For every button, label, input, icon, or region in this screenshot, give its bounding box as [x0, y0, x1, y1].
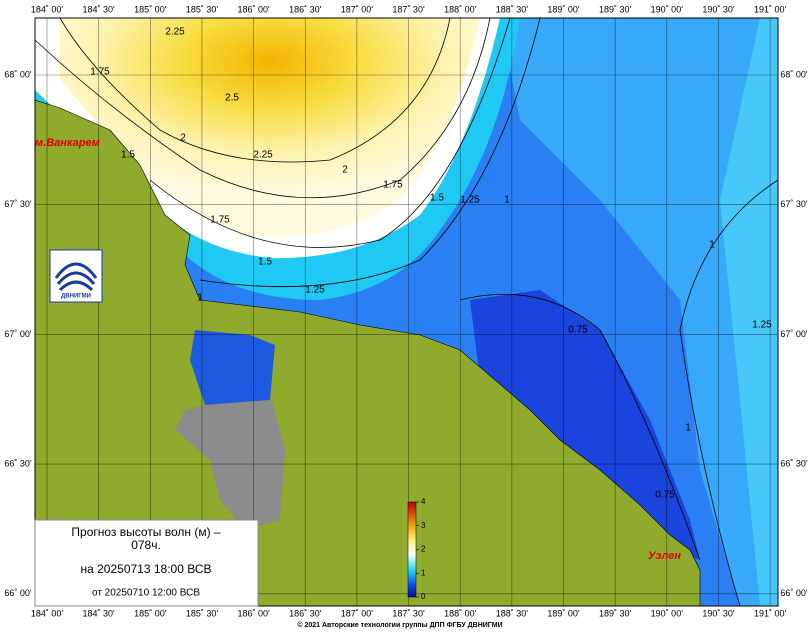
legend-issued: от 20250710 12:00 ВСВ	[92, 588, 200, 599]
contour-label: 1.75	[210, 215, 230, 226]
contour-label: 1	[197, 293, 203, 304]
lon-label: 188˚ 00'	[444, 4, 477, 14]
lon-label: 186˚ 30'	[289, 4, 322, 14]
sea-band	[500, 18, 778, 606]
contour-label: 1	[709, 240, 715, 251]
lon-label: 186˚ 00'	[237, 608, 270, 618]
lon-label: 185˚ 30'	[186, 608, 219, 618]
contour-label: 2.25	[165, 27, 185, 38]
lat-label: 66˚ 00'	[4, 588, 32, 598]
sea-band	[720, 18, 778, 606]
legend-title: Прогноз высоты волн (м) –	[71, 525, 221, 539]
lon-label: 184˚ 00'	[31, 4, 64, 14]
lon-label: 186˚ 00'	[237, 4, 270, 14]
sea-deep	[470, 290, 700, 560]
legend-forecast: на 20250713 18:00 ВСВ	[81, 562, 212, 576]
contour-label: 1.25	[752, 320, 772, 331]
logo: ДВНИГМИ	[49, 249, 103, 303]
logo-text: ДВНИГМИ	[61, 294, 91, 300]
lon-label: 184˚ 30'	[83, 4, 116, 14]
lon-label: 187˚ 00'	[341, 608, 374, 618]
lon-label: 186˚ 30'	[289, 608, 322, 618]
lon-label: 187˚ 30'	[392, 4, 425, 14]
lat-label: 67˚ 00'	[4, 329, 32, 339]
lat-label: 66˚ 00'	[780, 588, 808, 598]
contour	[35, 18, 491, 199]
lat-label: 66˚ 30'	[4, 458, 32, 468]
contour-label: 2.25	[253, 150, 273, 161]
legend-box	[34, 519, 259, 607]
lon-label: 189˚ 30'	[599, 4, 632, 14]
contour-label: 1.5	[258, 257, 272, 268]
wave-maximum	[60, 18, 480, 237]
contour-label: 1	[685, 423, 691, 434]
lat-label: 68˚ 00'	[4, 69, 32, 79]
contour	[59, 18, 451, 163]
contour-label: 0.75	[655, 490, 675, 501]
lon-label: 185˚ 00'	[134, 4, 167, 14]
bay	[190, 330, 275, 405]
contour-label: 1.5	[121, 150, 135, 161]
contour-label: 2.5	[225, 93, 239, 104]
lon-label: 185˚ 00'	[134, 608, 167, 618]
contour	[149, 18, 511, 248]
lon-label: 189˚ 30'	[599, 608, 632, 618]
lon-label: 191˚ 00'	[754, 4, 787, 14]
lon-label: 190˚ 00'	[651, 4, 684, 14]
footer: © 2021 Авторские технологии группы ДПП Ф…	[297, 621, 502, 629]
lon-label: 188˚ 00'	[444, 608, 477, 618]
lon-label: 189˚ 00'	[547, 4, 580, 14]
lon-label: 184˚ 30'	[83, 608, 116, 618]
colorbar-tick-label: 2	[421, 545, 426, 554]
contour	[459, 293, 701, 561]
lat-label: 68˚ 00'	[780, 69, 808, 79]
lagoon	[175, 400, 285, 530]
logo-waves	[54, 262, 98, 292]
colorbar-tick-label: 1	[421, 568, 426, 577]
contour-label: 2	[180, 133, 186, 144]
place-label: м.Ванкарем	[35, 137, 100, 149]
contour-label: 1	[504, 195, 510, 206]
place-label: Уэлен	[648, 550, 681, 562]
lon-label: 184˚ 00'	[31, 608, 64, 618]
contour-label: 1.75	[383, 180, 403, 191]
lon-label: 189˚ 00'	[547, 608, 580, 618]
land	[35, 99, 701, 606]
contour-label: 1.5	[430, 193, 444, 204]
contour-label: 1.25	[460, 195, 480, 206]
contour-label: 1.25	[305, 285, 325, 296]
contour-label: 2	[342, 165, 348, 176]
lon-label: 187˚ 00'	[341, 4, 374, 14]
graticule	[35, 18, 778, 606]
colorbar	[407, 501, 417, 598]
lon-label: 190˚ 30'	[702, 4, 735, 14]
legend-title: 078ч.	[131, 538, 161, 552]
lat-label: 66˚ 30'	[780, 458, 808, 468]
lat-label: 67˚ 30'	[780, 199, 808, 209]
lon-label: 185˚ 30'	[186, 4, 219, 14]
contour	[679, 179, 778, 606]
lon-label: 190˚ 00'	[651, 608, 684, 618]
lat-label: 67˚ 30'	[4, 199, 32, 209]
lat-label: 67˚ 00'	[780, 329, 808, 339]
colorbar-tick-label: 3	[421, 521, 426, 530]
lon-label: 191˚ 00'	[754, 608, 787, 618]
lon-label: 188˚ 30'	[496, 608, 529, 618]
lon-label: 188˚ 30'	[496, 4, 529, 14]
lon-label: 187˚ 30'	[392, 608, 425, 618]
colorbar-tick-label: 0	[421, 592, 426, 601]
contour-label: 1.75	[90, 67, 110, 78]
colorbar-tick-label: 4	[421, 497, 426, 506]
lon-label: 190˚ 30'	[702, 608, 735, 618]
map-frame	[34, 17, 779, 607]
contour-label: 0.75	[568, 325, 588, 336]
map-layers	[35, 18, 778, 606]
